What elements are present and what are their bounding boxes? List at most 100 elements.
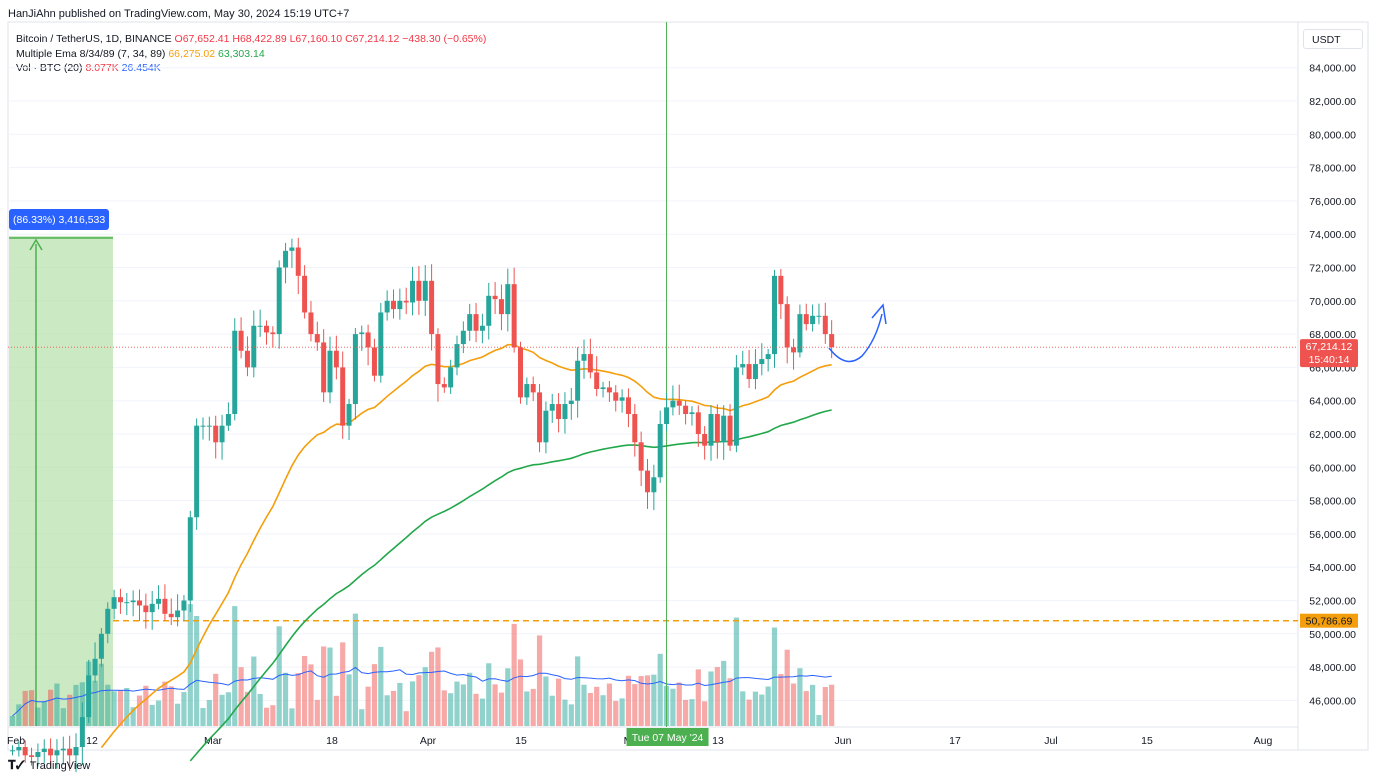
candle-body: [752, 364, 758, 380]
candle-body: [340, 367, 346, 426]
volume-bar: [556, 678, 562, 726]
candle-body: [29, 755, 35, 758]
level-label: 50,786.69: [1306, 616, 1353, 628]
candle-body: [54, 750, 60, 756]
volume-bar: [505, 668, 511, 726]
candle-body: [537, 392, 543, 443]
volume-bar: [575, 656, 581, 726]
candle-body: [213, 425, 219, 443]
volume-bar: [683, 699, 689, 726]
volume-bar: [181, 692, 187, 726]
candle-body: [422, 280, 428, 301]
candle-body: [562, 404, 568, 420]
candle-body: [695, 412, 701, 434]
candle-body: [105, 608, 111, 634]
candle-body: [60, 748, 66, 751]
volume-bar: [60, 708, 66, 726]
volume-bar: [155, 700, 162, 726]
candle-body: [117, 597, 123, 603]
candle-body: [35, 752, 41, 758]
volume-bar: [390, 690, 397, 726]
volume-bar: [111, 691, 117, 726]
volume-bar: [441, 690, 447, 726]
volume-bar: [797, 668, 803, 726]
candle-body: [79, 717, 85, 748]
candle-body: [143, 605, 149, 613]
y-tick-label: 58,000.00: [1309, 496, 1356, 508]
candle-body: [556, 404, 562, 420]
candle-body: [772, 275, 777, 355]
candle-body: [733, 367, 739, 446]
footer: 𝐓✓ TradingView: [8, 758, 90, 773]
volume-bar: [587, 693, 593, 726]
x-tick-label: Jun: [835, 735, 852, 747]
y-tick-label: 56,000.00: [1309, 529, 1356, 541]
candle-body: [543, 410, 549, 443]
volume-bar: [295, 673, 301, 726]
volume-bar: [384, 695, 390, 726]
candle-body: [473, 314, 479, 331]
volume-bar: [581, 684, 587, 726]
candle-body: [86, 675, 92, 718]
volume-bar: [422, 667, 428, 726]
candle-body: [664, 407, 670, 425]
chart-frame: [7, 21, 1369, 751]
volume-bar: [257, 694, 263, 726]
measure-label: (86.33%) 3,416,533: [13, 214, 105, 226]
volume-bar: [270, 705, 276, 726]
candle-body: [530, 384, 536, 393]
candle-body: [257, 325, 263, 327]
candle-body: [721, 415, 727, 443]
volume-bar: [549, 695, 555, 726]
candle-body: [613, 392, 619, 401]
legend-high: H68,422.89: [232, 33, 287, 45]
volume-bar: [308, 664, 314, 726]
candle-body: [295, 247, 301, 276]
candle-body: [232, 330, 238, 415]
volume-bar: [397, 682, 403, 726]
volume-bar: [73, 684, 79, 726]
candle-body: [803, 314, 809, 325]
candle-body: [759, 359, 765, 365]
candle-body: [111, 597, 117, 609]
candle-body: [365, 332, 371, 348]
legend-ema-row[interactable]: Multiple Ema 8/34/89 (7, 34, 89) 66,275.…: [16, 47, 486, 62]
volume-bar: [498, 692, 505, 726]
volume-bar: [816, 715, 822, 726]
candle-body: [708, 414, 714, 446]
candle-body: [638, 442, 644, 471]
volume-bar: [435, 647, 441, 726]
candle-body: [606, 387, 612, 393]
x-tick-label: Aug: [1254, 735, 1273, 747]
volume-bar: [35, 707, 41, 726]
y-tick-label: 76,000.00: [1309, 196, 1356, 208]
crosshair-label-bg: [626, 728, 709, 746]
candle-body: [219, 425, 225, 443]
y-tick-label: 74,000.00: [1309, 229, 1356, 241]
candle-body: [670, 400, 676, 408]
y-tick-label: 54,000.00: [1309, 562, 1356, 574]
legend-symbol-row[interactable]: Bitcoin / TetherUS, 1D, BINANCE O67,652.…: [16, 32, 486, 47]
volume-bar: [327, 647, 333, 726]
candle-body: [384, 300, 390, 313]
candle-body: [549, 404, 555, 411]
candle-body: [467, 314, 473, 331]
candle-body: [441, 384, 447, 388]
volume-bar: [289, 708, 295, 726]
candle-body: [371, 347, 377, 376]
volume-bar: [562, 699, 568, 726]
candle-body: [308, 312, 314, 335]
legend-ema89-value: 63,303.14: [217, 47, 265, 60]
volume-bar: [67, 694, 73, 726]
candle-body: [346, 404, 352, 426]
candle-body: [352, 334, 358, 405]
candle-body: [397, 300, 403, 310]
candle-body: [645, 470, 650, 493]
candle-body: [194, 425, 200, 518]
volume-bar: [143, 685, 149, 726]
candle-body: [632, 414, 638, 443]
candle-body: [187, 517, 193, 601]
currency-button[interactable]: USDT: [1303, 29, 1363, 49]
candle-body: [67, 748, 73, 756]
